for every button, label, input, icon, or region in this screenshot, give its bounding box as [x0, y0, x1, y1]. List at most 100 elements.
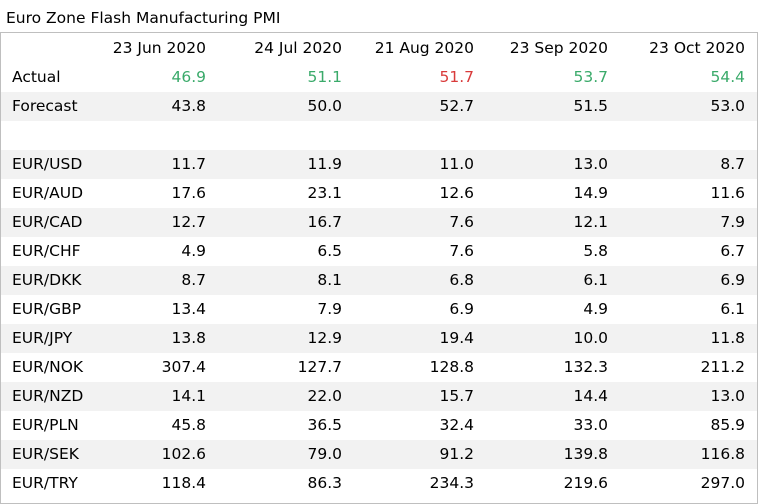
- pmi-table: 23 Jun 2020 24 Jul 2020 21 Aug 2020 23 Sep …: [1, 33, 757, 498]
- table-cell: 127.7: [297, 358, 342, 376]
- table-row: EUR/CHF 4.9 6.5 7.6 5.8 6.7: [1, 237, 757, 266]
- table-cell: 22.0: [218, 382, 354, 411]
- table-cell: 11.8: [620, 324, 757, 353]
- table-cell: 11.6: [710, 184, 745, 202]
- column-header: 23 Jun 2020: [112, 39, 206, 57]
- table-cell: [354, 121, 486, 150]
- table-cell: 86.3: [307, 474, 342, 492]
- table-cell: 17.6: [171, 184, 206, 202]
- table-cell: 11.7: [99, 150, 218, 179]
- table-cell: 297.0: [700, 474, 745, 492]
- table-cell: 51.5: [486, 92, 620, 121]
- table-row: EUR/SEK 102.6 79.0 91.2 139.8 116.8: [1, 440, 757, 469]
- table-cell: [99, 121, 218, 150]
- table-cell: 10.0: [486, 324, 620, 353]
- column-header: 21 Aug 2020: [374, 39, 474, 57]
- table-cell: 7.9: [317, 300, 342, 318]
- table-cell: 139.8: [486, 440, 620, 469]
- table-cell: 43.8: [99, 92, 218, 121]
- table-cell: 6.1: [486, 266, 620, 295]
- table-body: Actual 46.9 51.1 51.7 53.7 54.4 Forecast 43.8 50…: [1, 63, 757, 498]
- table-cell: 51.7: [439, 68, 474, 86]
- table-row: EUR/AUD 17.6 23.1 12.6 14.9 11.6: [1, 179, 757, 208]
- row-label: EUR/SEK: [1, 440, 99, 469]
- table-cell: 4.9: [181, 242, 206, 260]
- row-label: EUR/PLN: [12, 416, 79, 434]
- table-row: EUR/NZD 14.1 22.0 15.7 14.4 13.0: [1, 382, 757, 411]
- table-cell: 19.4: [354, 324, 486, 353]
- table-cell: 102.6: [99, 440, 218, 469]
- table-cell: 53.0: [620, 92, 757, 121]
- table-cell: 12.1: [486, 208, 620, 237]
- table-cell: 52.7: [354, 92, 486, 121]
- row-label: EUR/TRY: [12, 474, 78, 492]
- page-title: Euro Zone Flash Manufacturing PMI: [6, 9, 281, 27]
- column-header: 24 Jul 2020: [254, 39, 342, 57]
- table-cell: 132.3: [563, 358, 608, 376]
- table-cell: 118.4: [161, 474, 206, 492]
- column-header: 23 Sep 2020: [509, 39, 608, 57]
- row-label: EUR/AUD: [12, 184, 84, 202]
- row-label: EUR/NZD: [1, 382, 99, 411]
- table-cell: 36.5: [307, 416, 342, 434]
- header-corner: [1, 33, 99, 63]
- table-row: EUR/PLN 45.8 36.5 32.4 33.0 85.9: [1, 411, 757, 440]
- table-cell: 16.7: [218, 208, 354, 237]
- table-cell: 7.6: [354, 208, 486, 237]
- table-cell: 14.1: [99, 382, 218, 411]
- table-cell: 12.7: [99, 208, 218, 237]
- table-cell: 13.0: [486, 150, 620, 179]
- table-cell: 53.7: [573, 68, 608, 86]
- table-row: EUR/JPY 13.8 12.9 19.4 10.0 11.8: [1, 324, 757, 353]
- table-cell: 33.0: [573, 416, 608, 434]
- table-cell: 14.4: [486, 382, 620, 411]
- table-row: EUR/NOK 307.4 127.7 128.8 132.3 211.2: [1, 353, 757, 382]
- row-label: EUR/USD: [1, 150, 99, 179]
- row-label: Forecast: [1, 92, 99, 121]
- table-cell: 6.9: [449, 300, 474, 318]
- table-cell: 91.2: [354, 440, 486, 469]
- table-row: EUR/GBP 13.4 7.9 6.9 4.9 6.1: [1, 295, 757, 324]
- table-cell: [486, 121, 620, 150]
- table-cell: [620, 121, 757, 150]
- table-cell: 12.9: [218, 324, 354, 353]
- table-cell: [218, 121, 354, 150]
- table-cell: 23.1: [307, 184, 342, 202]
- table-cell: 11.0: [354, 150, 486, 179]
- table-row: EUR/CAD 12.7 16.7 7.6 12.1 7.9: [1, 208, 757, 237]
- table-cell: 6.8: [354, 266, 486, 295]
- table-cell: 219.6: [563, 474, 608, 492]
- table-cell: 32.4: [439, 416, 474, 434]
- table-header: 23 Jun 2020 24 Jul 2020 21 Aug 2020 23 Sep …: [1, 33, 757, 63]
- table-cell: 14.9: [573, 184, 608, 202]
- table-row: EUR/TRY 118.4 86.3 234.3 219.6 297.0: [1, 469, 757, 498]
- table-cell: 13.0: [620, 382, 757, 411]
- table-row: Actual 46.9 51.1 51.7 53.7 54.4: [1, 63, 757, 92]
- table-cell: 6.5: [317, 242, 342, 260]
- table-cell: 211.2: [700, 358, 745, 376]
- table-cell: 51.1: [307, 68, 342, 86]
- table-cell: 5.8: [583, 242, 608, 260]
- row-label: [1, 121, 99, 150]
- row-label: EUR/JPY: [1, 324, 99, 353]
- table-cell: 50.0: [218, 92, 354, 121]
- table-cell: 8.1: [218, 266, 354, 295]
- table-cell: 6.7: [720, 242, 745, 260]
- table-cell: 6.9: [620, 266, 757, 295]
- table-cell: 8.7: [620, 150, 757, 179]
- pmi-table-frame: 23 Jun 2020 24 Jul 2020 21 Aug 2020 23 Sep …: [0, 32, 758, 504]
- table-cell: 13.8: [99, 324, 218, 353]
- table-row: EUR/DKK 8.7 8.1 6.8 6.1 6.9: [1, 266, 757, 295]
- table-cell: 8.7: [99, 266, 218, 295]
- column-header: 23 Oct 2020: [649, 39, 745, 57]
- table-cell: 4.9: [583, 300, 608, 318]
- table-cell: 7.6: [449, 242, 474, 260]
- table-cell: 45.8: [171, 416, 206, 434]
- table-cell: 79.0: [218, 440, 354, 469]
- table-cell: 116.8: [620, 440, 757, 469]
- row-label: EUR/CHF: [12, 242, 81, 260]
- table-cell: 13.4: [171, 300, 206, 318]
- table-cell: 54.4: [710, 68, 745, 86]
- row-label: Actual: [12, 68, 61, 86]
- table-row: EUR/USD 11.7 11.9 11.0 13.0 8.7: [1, 150, 757, 179]
